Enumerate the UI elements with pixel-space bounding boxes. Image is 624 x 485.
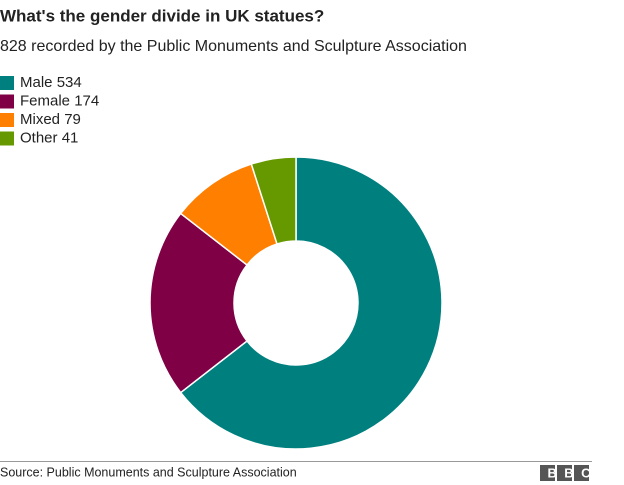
legend-value: 534 [57,74,82,91]
legend-entry: Male 534 [20,74,82,91]
legend-entry: Mixed 79 [20,111,81,128]
donut-segment [179,156,443,450]
legend-swatch [0,76,14,90]
source: Source: Public Monuments and Sculpture A… [0,465,297,479]
legend-swatch [0,131,14,146]
legend-label: Female [20,92,70,109]
donut-segment [149,212,249,394]
legend-entry: Other 41 [20,129,78,146]
logo-text: BBC [548,465,598,480]
legend-label: Mixed [20,111,60,128]
chart-title: What's the gender divide in UK statues? [0,6,324,25]
legend-value: 41 [62,129,79,146]
legend-swatch [0,94,14,109]
legend-entry: Female 174 [20,92,99,109]
legend-value: 79 [64,111,81,128]
legend-label: Male [20,74,53,91]
logo: BBC [540,465,598,481]
legend-value: 174 [74,92,99,109]
legend-swatch [0,113,14,127]
legend-label: Other [20,129,58,146]
chart-subtitle: 828 recorded by the Public Monuments and… [0,38,467,55]
donut-segment [250,156,297,245]
